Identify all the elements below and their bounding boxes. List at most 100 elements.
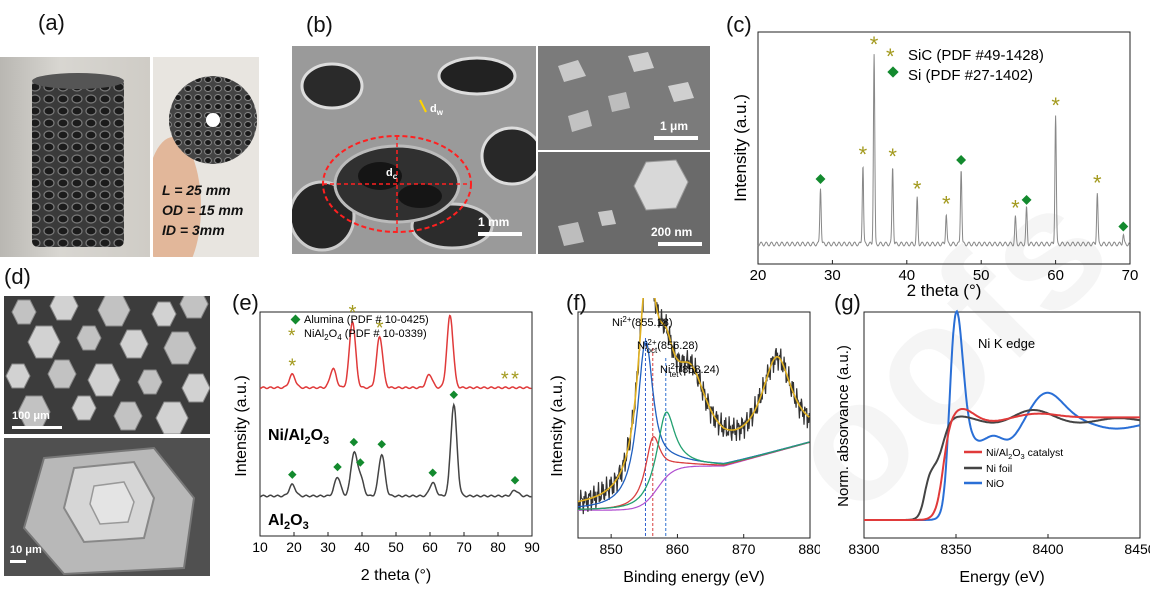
axis-frame-g xyxy=(863,311,1141,539)
scalebar-10um: 10 μm xyxy=(10,544,42,556)
scalebar-1um: 1 μm xyxy=(660,119,688,133)
peak-marker-diamond xyxy=(510,476,520,485)
x-tick-label: 8400 xyxy=(1032,541,1063,557)
peak-marker-diamond xyxy=(356,458,365,467)
nialo-particle xyxy=(71,395,97,421)
nialo-particle xyxy=(11,299,37,325)
scalebar-200nm: 200 nm xyxy=(651,225,692,239)
nialo-particle xyxy=(97,296,131,327)
peak-marker-star: * xyxy=(349,302,357,324)
scalebar-1mm: 1 mm xyxy=(478,215,509,229)
xaxis-label-e: 2 theta (°) xyxy=(361,567,431,584)
nialo-particle xyxy=(155,401,189,434)
nialo-particle xyxy=(113,401,143,431)
x-tick-label: 880 xyxy=(798,541,820,557)
x-tick-label: 80 xyxy=(490,539,506,555)
x-tick-label: 70 xyxy=(1122,267,1139,284)
yaxis-label-g: Norm. absorvance (a.u.) xyxy=(835,345,852,507)
x-tick-label: 860 xyxy=(666,541,690,557)
annotation-ni-855: Ni2+(855.18) xyxy=(612,315,673,329)
x-tick-label: 20 xyxy=(286,539,302,555)
peak-marker-diamond xyxy=(333,462,342,472)
peak-marker-star: * xyxy=(1011,195,1020,220)
nialo-particle xyxy=(47,359,77,389)
annotation-ni-oct: Ni2+ oct(856.28) xyxy=(637,338,698,355)
legend-c: * SiC (PDF #49-1428) Si (PDF #27-1402) xyxy=(886,44,1044,84)
legend-ni-foil: Ni foil xyxy=(986,463,1012,475)
peak-marker-star: * xyxy=(1051,93,1060,118)
xps-raw-curve xyxy=(577,298,810,515)
x-tick-label: 10 xyxy=(252,539,268,555)
sem-nialo-particles-image: 100 μm xyxy=(4,296,210,434)
xrd-nial2o3-curve xyxy=(259,314,532,390)
chart-title-g: Ni K edge xyxy=(978,336,1035,351)
axis-frame-c xyxy=(757,31,1131,265)
nialo-particle xyxy=(49,296,79,321)
peak-marker-diamond xyxy=(449,390,459,400)
curve-label-nial2o3: Ni/Al2O3 xyxy=(268,427,329,447)
peak-marker-diamond xyxy=(288,470,297,479)
scalebar-100um: 100 μm xyxy=(12,410,50,422)
x-tick-label: 30 xyxy=(824,267,841,284)
nialo-particle xyxy=(179,296,209,319)
xrd-al2o3-curve xyxy=(259,402,532,498)
panel-d-label: (d) xyxy=(4,264,31,289)
nialo-particle xyxy=(151,301,177,327)
dim-inner-diameter: ID = 3mm xyxy=(162,222,225,238)
legend-sic: SiC (PDF #49-1428) xyxy=(908,47,1044,64)
scalebar-10um-bar xyxy=(10,560,26,563)
yaxis-label-c: Intensity (a.u.) xyxy=(731,94,750,202)
scalebar-100um-bar xyxy=(12,426,62,429)
nialo-particle xyxy=(119,329,149,359)
peak-marker-diamond xyxy=(956,155,967,165)
sem-foam-strut-image: dc dw 1 mm xyxy=(292,46,536,254)
x-tick-label: 870 xyxy=(732,541,756,557)
peak-marker-star: * xyxy=(913,176,922,201)
peak-marker-star: * xyxy=(501,369,509,391)
legend-e: Alumina (PDF # 10-0425) * NiAl2O4 (PDF #… xyxy=(288,314,429,347)
axis-frame-f xyxy=(577,311,811,539)
curve-label-al2o3: Al2O3 xyxy=(268,512,309,532)
peak-marker-diamond xyxy=(1118,221,1129,232)
legend-nio: NiO xyxy=(986,478,1004,490)
legend-star-icon: * xyxy=(288,326,296,347)
nialo-particle xyxy=(163,331,197,365)
dim-length: L = 25 mm xyxy=(162,182,231,198)
panel-f-label: (f) xyxy=(566,290,587,315)
peak-marker-star: * xyxy=(888,144,897,169)
cell-diameter-label: dc xyxy=(386,167,398,181)
nialo-particle xyxy=(181,373,210,403)
peak-marker-star: * xyxy=(859,142,868,167)
xrd-catalyst-chart: 10 20 30 40 50 60 70 80 90 **** * Alumina (PDF # … xyxy=(233,302,540,584)
nialo-particle xyxy=(76,325,102,351)
xanes-ni-k-edge-chart: 8300 8350 8400 8450 Ni K edge Ni/Al2O3 cata… xyxy=(835,309,1150,586)
x-tick-label: 50 xyxy=(973,267,990,284)
x-tick-label: 60 xyxy=(422,539,438,555)
nialo-particle xyxy=(87,363,121,397)
peak-marker-diamond xyxy=(377,439,386,449)
x-tick-label: 60 xyxy=(1047,267,1064,284)
legend-si: Si (PDF #27-1402) xyxy=(908,67,1033,84)
xanes-catalyst-curve xyxy=(864,408,1140,521)
annotation-ni-tet: Ni2+ tet(858.24) xyxy=(660,362,719,379)
peak-marker-diamond xyxy=(1021,194,1032,205)
nialo-particle xyxy=(27,325,61,359)
xaxis-label-f: Binding energy (eV) xyxy=(623,569,764,586)
window-diameter-label: dw xyxy=(430,103,444,117)
xps-component-858.24 xyxy=(577,411,810,510)
xaxis-label-g: Energy (eV) xyxy=(959,569,1044,586)
x-tick-label: 30 xyxy=(320,539,336,555)
foam-dimensions: L = 25 mm OD = 15 mm ID = 3mm xyxy=(162,180,243,240)
panel-b-label: (b) xyxy=(306,12,333,37)
x-tick-label: 8350 xyxy=(940,541,971,557)
peak-marker-star: * xyxy=(870,32,879,57)
x-tick-label: 90 xyxy=(524,539,540,555)
x-tick-label: 40 xyxy=(898,267,915,284)
x-tick-label: 8450 xyxy=(1124,541,1150,557)
legend-g: Ni/Al2O3 catalyst Ni foil NiO xyxy=(964,447,1063,490)
legend-catalyst: Ni/Al2O3 catalyst xyxy=(986,447,1063,461)
dim-outer-diameter: OD = 15 mm xyxy=(162,202,244,218)
sem-surface-image: 1 μm xyxy=(538,46,710,150)
sem-crystal-image: 200 nm xyxy=(538,152,710,254)
peak-marker-diamond xyxy=(815,174,826,184)
